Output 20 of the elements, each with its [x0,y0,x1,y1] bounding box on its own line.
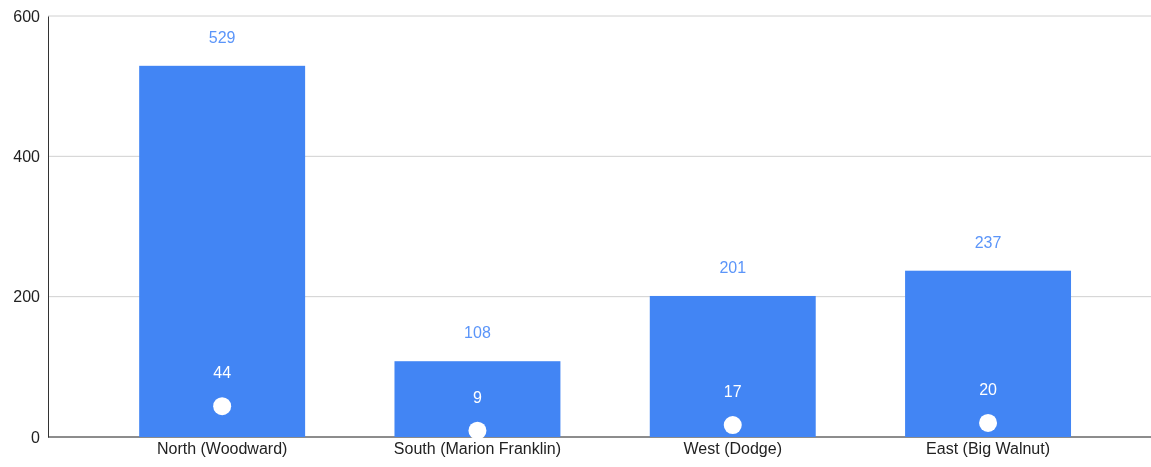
bar [649,295,816,437]
bar [905,270,1072,437]
bar [139,65,306,437]
y-tick-label: 0 [31,428,41,446]
bar [394,361,561,437]
x-tick-label: North (Woodward) [156,440,288,458]
y-tick-label: 600 [13,7,41,25]
y-tick-label: 400 [13,147,41,165]
data-label: 20 [979,380,998,398]
y-tick-label: 200 [13,288,41,306]
x-tick-label: East (Big Walnut) [926,440,1050,458]
data-label: 529 [208,28,236,46]
data-label: 9 [473,388,482,406]
x-tick-label: South (Marion Franklin) [393,440,562,458]
x-tick-label: West (Dodge) [683,440,782,458]
data-label: 237 [974,233,1002,251]
data-label: 108 [464,324,491,342]
data-label: 201 [719,258,747,276]
data-label: 44 [213,364,232,382]
data-label: 17 [723,383,742,401]
